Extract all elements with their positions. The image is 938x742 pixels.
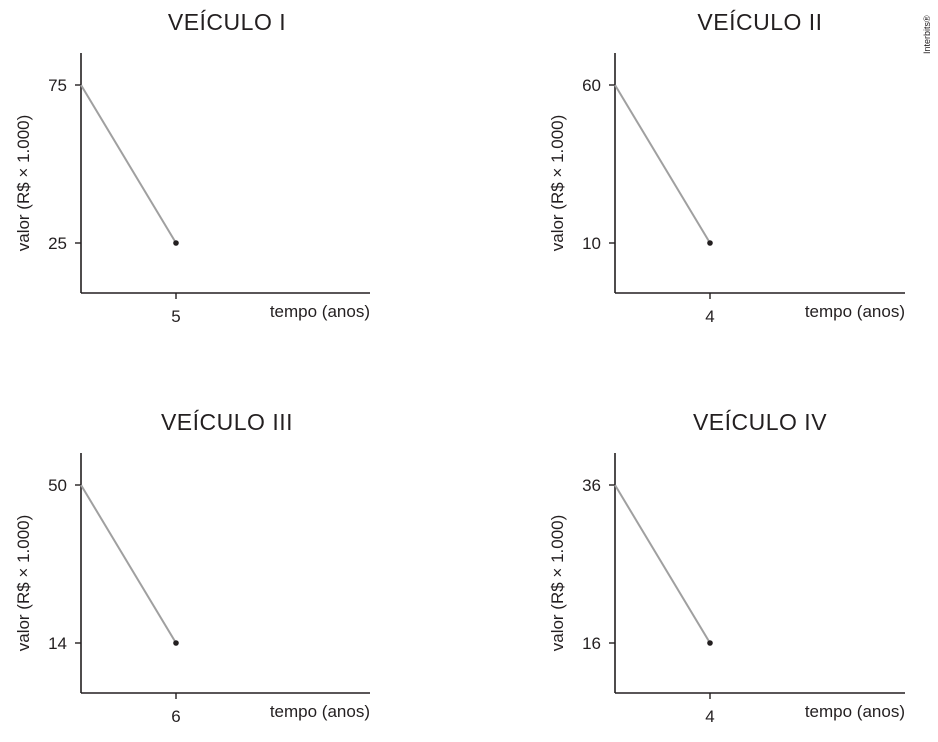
y-axis-label: valor (R$ × 1.000): [14, 115, 33, 252]
x-tick-label: 6: [171, 707, 180, 726]
chart-panel-3: VEÍCULO III 50 14 6 tempo (anos) valor (R$ × …: [14, 409, 370, 726]
chart-title: VEÍCULO III: [161, 409, 293, 435]
chart-panel-1: VEÍCULO I 75 25 5 tempo (anos) valor (R$ × 1.…: [14, 9, 370, 326]
series-line: [80, 84, 177, 244]
chart-title: VEÍCULO IV: [693, 409, 827, 435]
series-line: [80, 484, 177, 644]
y-axis-label: valor (R$ × 1.000): [548, 515, 567, 652]
data-point: [707, 240, 713, 246]
data-point: [707, 640, 713, 646]
credit-text: Interbits®: [922, 15, 932, 54]
x-tick-label: 5: [171, 307, 180, 326]
x-axis-label: tempo (anos): [805, 702, 905, 721]
chart-panel-4: VEÍCULO IV 36 16 4 tempo (anos) valor (R$ × 1…: [548, 409, 905, 726]
y-tick-label: 60: [582, 76, 601, 95]
y-tick-label: 50: [48, 476, 67, 495]
x-tick-label: 4: [705, 707, 714, 726]
x-axis-label: tempo (anos): [270, 302, 370, 321]
data-point: [173, 240, 179, 246]
y-tick-label: 10: [582, 234, 601, 253]
y-tick-label: 75: [48, 76, 67, 95]
y-tick-label: 36: [582, 476, 601, 495]
series-line: [614, 484, 711, 644]
y-tick-label: 14: [48, 634, 67, 653]
chart-title: VEÍCULO I: [168, 9, 286, 35]
chart-panel-2: VEÍCULO II 60 10 4 tempo (anos) valor (R$ × 1…: [548, 9, 905, 326]
chart-title: VEÍCULO II: [697, 9, 822, 35]
x-axis-label: tempo (anos): [805, 302, 905, 321]
y-axis-label: valor (R$ × 1.000): [548, 115, 567, 252]
y-tick-label: 16: [582, 634, 601, 653]
x-axis-label: tempo (anos): [270, 702, 370, 721]
y-axis-label: valor (R$ × 1.000): [14, 515, 33, 652]
y-tick-label: 25: [48, 234, 67, 253]
x-tick-label: 4: [705, 307, 714, 326]
data-point: [173, 640, 179, 646]
series-line: [614, 84, 711, 244]
